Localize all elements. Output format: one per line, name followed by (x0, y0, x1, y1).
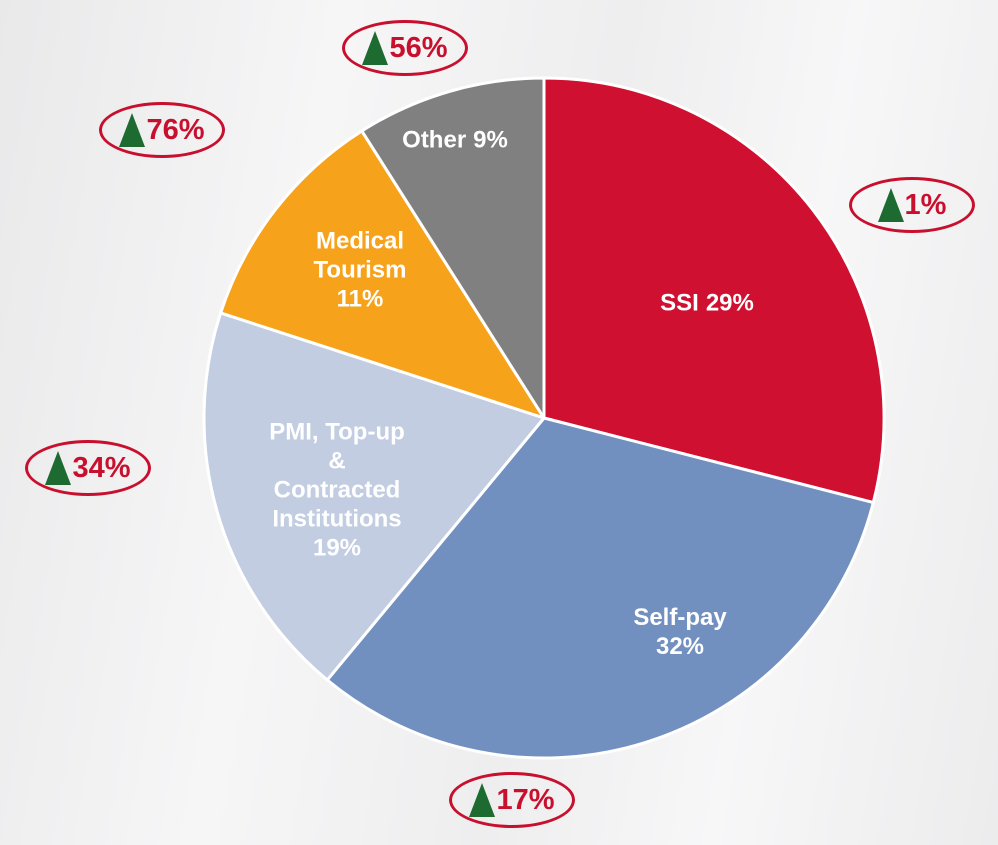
pie-slice (360, 76, 546, 420)
pie-slice (325, 416, 875, 760)
growth-label: 1% (904, 188, 947, 221)
slice-name: Medical Tourism (313, 227, 407, 284)
growth-arrow (469, 783, 496, 817)
slice-value: 29% (705, 289, 754, 317)
growth-arrow (362, 31, 389, 65)
slice-label: SSI 29% (660, 289, 754, 318)
growth-badge: 1% (849, 177, 975, 233)
slice-value: 19% (312, 534, 362, 562)
growth-badge: 56% (342, 20, 468, 76)
slice-value: 32% (655, 633, 705, 660)
slice-name: SSI (660, 289, 699, 317)
growth-label: 56% (389, 31, 448, 64)
slice-label: Medical Tourism 11% (314, 227, 407, 314)
slice-label: PMI, Top-up & Contracted Institutions 19% (269, 418, 405, 563)
pie-slice (542, 76, 886, 505)
pie-slice (202, 311, 546, 682)
growth-arrow (119, 113, 146, 147)
growth-badge: 17% (449, 772, 575, 828)
slice-value: 11% (336, 285, 384, 313)
slice-label: Self-pay 32% (633, 603, 726, 661)
slice-name: PMI, Top-up & Contracted Institutions (269, 418, 405, 533)
growth-arrow (45, 451, 72, 485)
growth-label: 76% (146, 113, 205, 146)
growth-arrow (877, 188, 904, 222)
slice-name: Self-pay (633, 604, 727, 631)
growth-badge: 76% (99, 102, 225, 158)
growth-badge: 34% (25, 440, 151, 496)
growth-label: 34% (72, 451, 131, 484)
pie-slice (219, 129, 546, 420)
slice-value: 9% (473, 126, 508, 154)
slice-label: Other 9% (402, 126, 508, 155)
slice-name: Other (402, 126, 467, 154)
growth-label: 17% (496, 783, 555, 816)
